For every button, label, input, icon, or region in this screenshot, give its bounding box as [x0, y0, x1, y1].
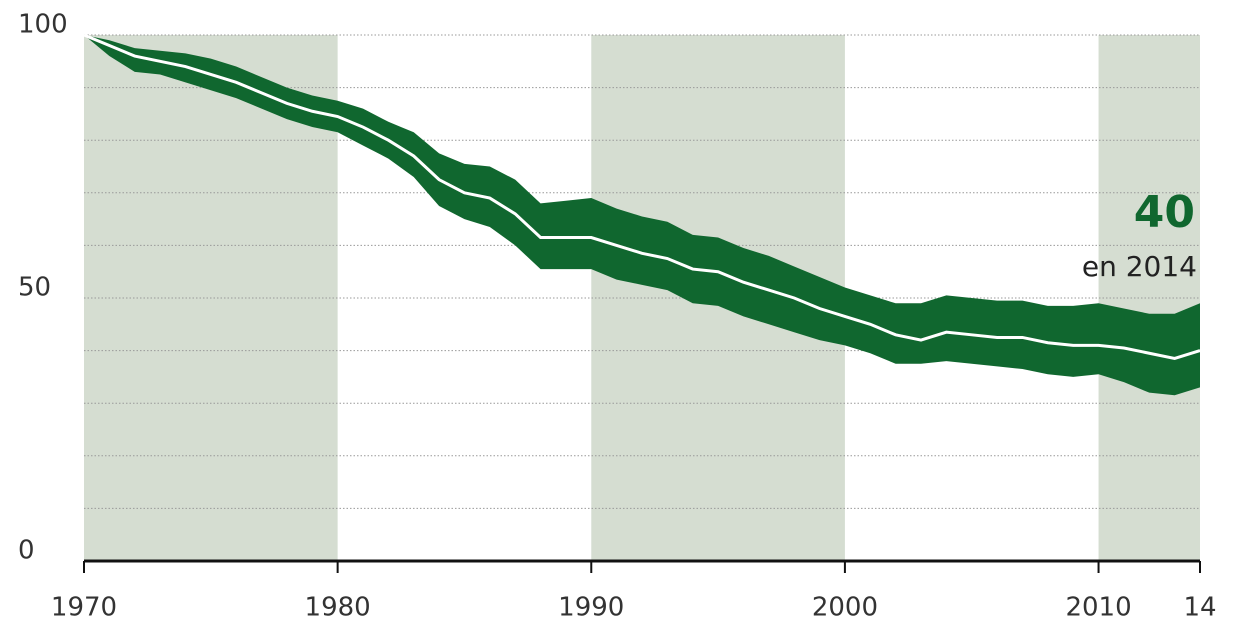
y-tick-label: 100: [18, 10, 68, 40]
index-line: [83, 33, 1201, 361]
y-tick-label: 50: [18, 273, 51, 303]
x-tick-label: 1980: [305, 593, 371, 623]
uncertainty-band: [84, 35, 1200, 396]
annotation-value: 40: [1134, 187, 1195, 238]
x-tick-label: 2010: [1065, 593, 1131, 623]
x-tick-label: 1970: [51, 593, 117, 623]
annotation-text: en 2014: [1082, 250, 1197, 283]
x-tick-label: 14: [1183, 593, 1216, 623]
x-tick-label: 2000: [812, 593, 878, 623]
marks-layer: [83, 33, 1201, 396]
y-tick-label: 0: [18, 536, 35, 566]
x-tick-label: 1990: [558, 593, 624, 623]
